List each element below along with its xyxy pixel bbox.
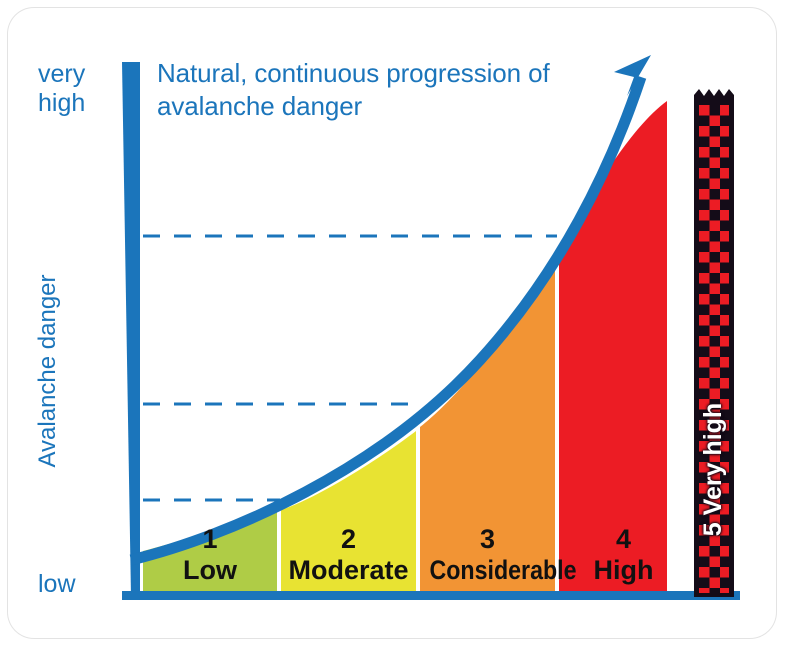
danger-band-high — [559, 101, 667, 597]
danger-band-moderate — [281, 431, 416, 597]
danger-band-very-high: 5 Very high — [694, 89, 734, 597]
zigzag-top-icon — [694, 89, 734, 103]
level5-checker-pattern — [699, 105, 729, 593]
chart-axes — [122, 62, 740, 600]
y-axis-max-label-line2: high — [38, 89, 86, 117]
curve-arrowhead — [614, 55, 651, 96]
progression-curve — [129, 55, 651, 566]
gridline-group — [143, 234, 557, 502]
y-axis-max-label: very high — [38, 60, 124, 118]
x-axis — [122, 591, 740, 600]
danger-band-considerable — [420, 259, 555, 597]
chart-title: Natural, continuous progression of avala… — [157, 58, 550, 121]
band-label-very-high: 5 Very high — [699, 402, 727, 537]
y-axis-min-label: low — [38, 570, 76, 598]
y-axis-title: Avalanche danger — [34, 274, 61, 468]
danger-band-low — [143, 512, 277, 597]
y-axis-max-label-line1: very — [38, 60, 86, 88]
y-axis — [122, 62, 140, 597]
